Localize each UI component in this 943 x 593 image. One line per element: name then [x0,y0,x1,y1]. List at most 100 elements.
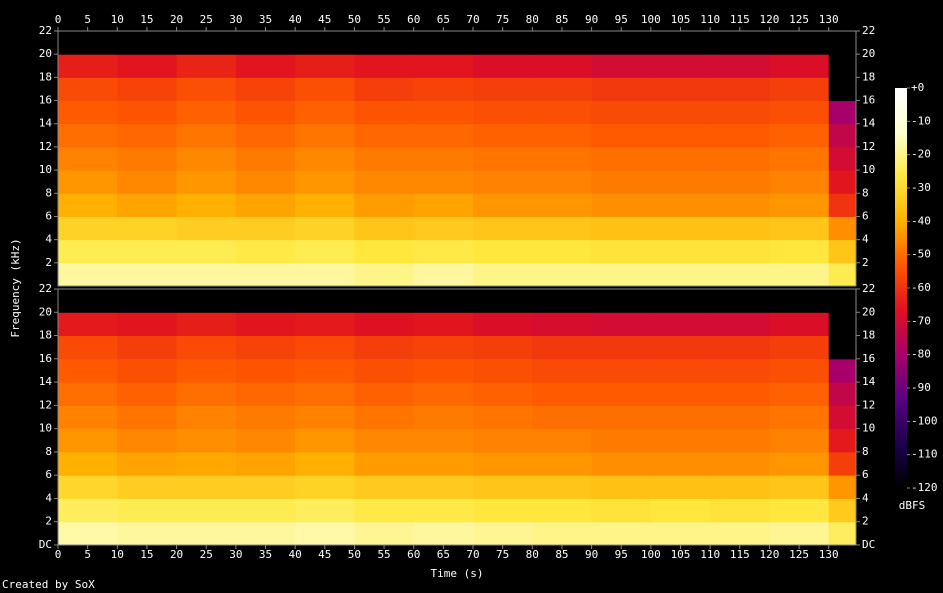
footer: Created by SoX [2,578,95,591]
spectrogram-cell [117,312,178,337]
spectrogram-cell [235,31,296,55]
spectrogram-cell [117,335,178,360]
y-tick-label: 16 [39,94,52,107]
y-tick-label: 8 [45,445,52,458]
spectrogram-cell [591,498,652,523]
spectrogram-cell [235,312,296,337]
spectrogram-cell [473,521,533,546]
spectrogram-cell [58,428,118,453]
spectrogram-cell [176,239,237,264]
y-tick-label: 4 [862,491,869,504]
spectrogram-cell [235,405,296,430]
spectrogram-cell [354,428,415,453]
spectrogram-cell [354,475,415,499]
spectrogram-cell [828,289,857,313]
spectrogram-cell [413,289,474,313]
spectrogram-cell [354,216,415,241]
spectrogram-cell [117,521,178,546]
spectrogram-cell [769,475,830,499]
y-tick-label: 14 [862,117,876,130]
spectrogram-cell [650,405,711,430]
spectrogram-cell [176,77,237,102]
y-tick-label: 12 [39,398,52,411]
spectrogram-cell [532,289,593,313]
spectrogram-cell [473,289,533,313]
spectrogram-cell [295,239,355,264]
spectrogram-cell [235,428,296,453]
spectrogram-cell [58,498,118,523]
spectrogram-cell [235,239,296,264]
y-tick-label: 8 [862,445,869,458]
spectrogram-cell [828,335,857,360]
spectrogram-cell [710,170,770,194]
spectrogram-cell [532,451,593,476]
x-tick-label: 100 [641,13,661,26]
spectrogram-cell [473,100,533,125]
x-tick-label: 85 [555,548,568,561]
spectrogram-cell [58,146,118,171]
spectrogram-cell [235,382,296,406]
spectrogram-cell [295,451,355,476]
spectrogram-cell [413,475,474,499]
x-tick-label: 75 [496,13,509,26]
spectrogram-cell [473,498,533,523]
x-tick-label: 25 [200,548,213,561]
spectrogram-cell [591,335,652,360]
x-tick-label: 15 [140,548,153,561]
spectrogram-cell [473,170,533,194]
spectrogram-cell [235,54,296,78]
spectrogram-cell [117,475,178,499]
y-tick-label: 18 [39,70,52,83]
y-tick-label: 20 [39,47,52,60]
spectrogram-cell [769,193,830,217]
x-tick-label: 100 [641,548,661,561]
spectrogram-cell [828,475,857,499]
spectrogram-cell [591,475,652,499]
spectrogram-cell [769,289,830,313]
spectrogram-cell [473,358,533,383]
spectrogram-cell [710,498,770,523]
y-tick-label: 16 [862,94,875,107]
spectrogram-cell [413,262,474,287]
y-tick-label: 14 [862,375,876,388]
y-tick-label: 16 [39,352,52,365]
spectrogram-cell [354,146,415,171]
spectrogram-cell [650,335,711,360]
spectrogram-cell [235,77,296,102]
spectrogram-cell [710,146,770,171]
y-axis-label: Frequency (kHz) [9,238,22,337]
y-tick-label: 12 [862,398,875,411]
spectrogram-cell [295,382,355,406]
spectrogram-cell [295,146,355,171]
x-tick-label: 20 [170,13,183,26]
spectrogram-cell [58,382,118,406]
y-tick-label: 22 [39,24,52,37]
spectrogram-cell [235,521,296,546]
y-tick-label: 4 [45,491,52,504]
spectrogram-cell [295,289,355,313]
spectrogram-cell [117,193,178,217]
y-tick-label: 2 [862,515,869,528]
spectrogram-cell [354,123,415,148]
x-tick-label: 105 [671,13,691,26]
x-tick-label: 90 [585,548,598,561]
spectrogram-cell [473,382,533,406]
spectrogram-cell [828,193,857,217]
spectrogram-cell [295,475,355,499]
spectrogram-cell [58,193,118,217]
y-tick-label: 20 [862,305,875,318]
colorbar-tick-label: -70 [911,314,931,327]
spectrogram-cell [58,475,118,499]
spectrogram-cell [473,262,533,287]
spectrogram-cell [769,312,830,337]
y-tick-label: 14 [39,117,53,130]
colorbar-tick-label: -20 [911,148,931,161]
spectrogram-cell [295,216,355,241]
spectrogram-cell [117,405,178,430]
x-tick-label: 10 [111,548,124,561]
spectrogram-cell [354,451,415,476]
x-tick-label: 20 [170,548,183,561]
spectrogram-cell [828,170,857,194]
spectrogram-cell [58,335,118,360]
